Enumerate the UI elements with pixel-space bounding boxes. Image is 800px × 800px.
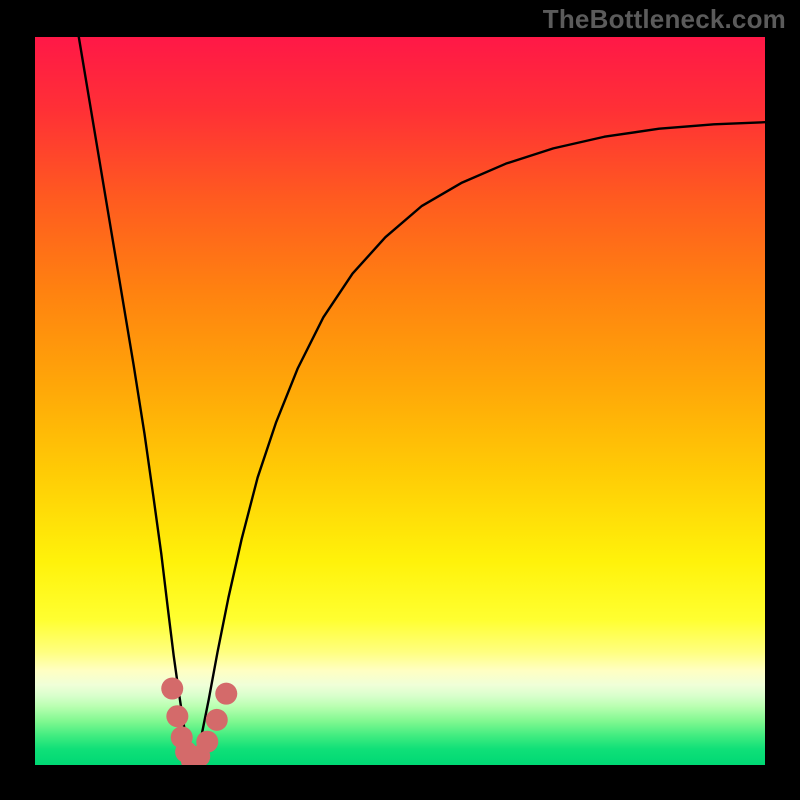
marker-point: [161, 678, 183, 700]
marker-point: [215, 683, 237, 705]
marker-point: [196, 731, 218, 753]
plot-area: [35, 37, 765, 765]
watermark-text: TheBottleneck.com: [543, 4, 786, 35]
chart-svg: [35, 37, 765, 765]
gradient-background: [35, 37, 765, 765]
marker-point: [166, 705, 188, 727]
marker-point: [206, 709, 228, 731]
